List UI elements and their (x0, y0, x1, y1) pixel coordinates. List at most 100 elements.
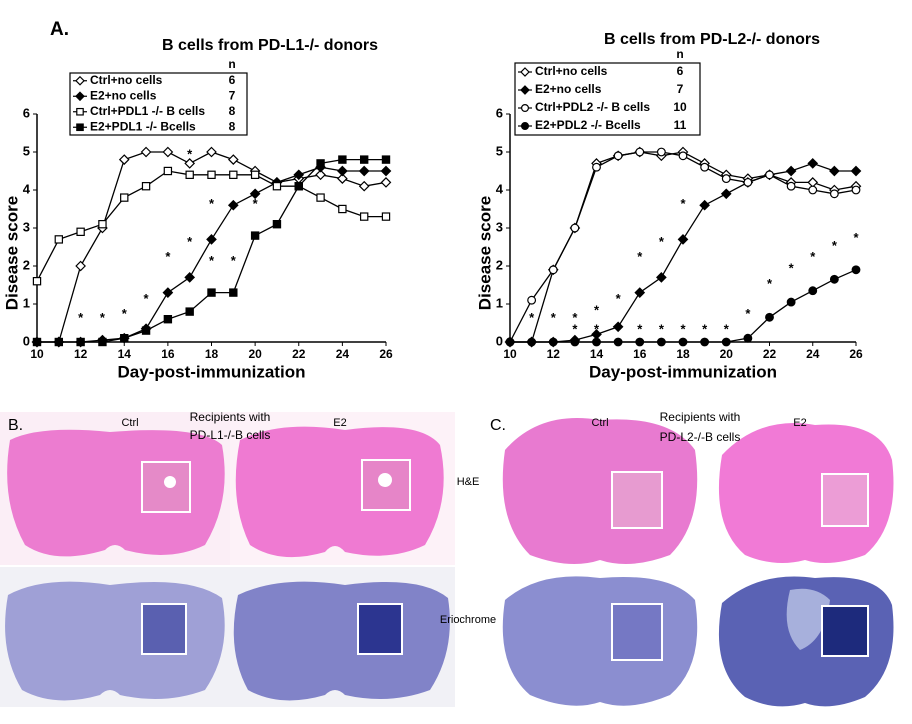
erio-e2-matter (786, 588, 830, 650)
marker (592, 162, 601, 172)
annotation: * (853, 230, 859, 245)
marker (721, 174, 731, 184)
marker (785, 165, 797, 177)
marker (249, 188, 261, 200)
x-axis-label: Day-post-immunization (589, 362, 777, 381)
marker (807, 158, 819, 169)
marker (850, 165, 862, 177)
marker (765, 312, 774, 322)
marker (250, 170, 260, 179)
marker (76, 227, 85, 236)
marker (656, 337, 666, 347)
marker (520, 85, 530, 95)
legend-label: E2+PDL1 -/- Bcells (90, 119, 196, 133)
marker (635, 337, 645, 347)
marker (520, 121, 529, 130)
marker (829, 274, 839, 284)
marker (338, 204, 347, 214)
marker (829, 165, 840, 177)
x-tick-label: 14 (118, 347, 132, 361)
marker (338, 155, 347, 164)
annotation: * (659, 321, 665, 336)
annotation: * (637, 321, 643, 336)
marker (293, 169, 305, 181)
marker (140, 146, 152, 158)
subheading: PD-L2-/-B cells (660, 430, 741, 444)
marker (678, 151, 688, 161)
x-tick-label: 14 (590, 347, 604, 361)
y-tick-label: 2 (496, 257, 503, 272)
y-axis-label: Disease score (2, 196, 21, 310)
annotation: * (767, 276, 773, 291)
marker (358, 180, 370, 192)
x-tick-label: 22 (292, 347, 306, 361)
panel-label: A. (50, 19, 69, 40)
marker (548, 337, 558, 347)
inset (141, 603, 187, 655)
x-tick-label: 18 (676, 347, 690, 361)
marker (185, 170, 194, 179)
marker (548, 265, 558, 275)
column-label: Ctrl (591, 417, 608, 429)
marker (720, 188, 732, 200)
y-tick-label: 1 (23, 295, 30, 310)
y-tick-label: 3 (496, 219, 503, 234)
annotation: * (122, 306, 128, 321)
annotation: * (594, 302, 600, 317)
marker (678, 337, 688, 347)
he-ctrl-tissue (7, 429, 225, 557)
erio-ctrl-tissue (502, 576, 698, 706)
annotation: * (680, 321, 686, 336)
y-tick-label: 2 (23, 257, 30, 272)
x-tick-label: 16 (633, 347, 647, 361)
x-tick-label: 24 (806, 347, 820, 361)
annotation: * (616, 291, 622, 306)
legend-n: 6 (229, 73, 236, 87)
marker (272, 220, 282, 229)
y-tick-label: 5 (23, 143, 30, 158)
y-tick-label: 6 (496, 105, 503, 120)
annotation: * (810, 249, 816, 264)
marker (76, 107, 84, 116)
legend-label: Ctrl+no cells (90, 73, 163, 87)
marker (141, 182, 151, 191)
x-tick-label: 10 (503, 347, 517, 361)
marker (358, 165, 370, 177)
legend-n: 8 (229, 119, 236, 133)
marker (570, 337, 580, 347)
histology-b (0, 412, 455, 707)
legend-n: 7 (677, 82, 684, 96)
legend-header: n (228, 57, 235, 71)
marker (700, 162, 710, 172)
marker (163, 315, 173, 324)
marker (337, 165, 348, 177)
x-tick-label: 12 (547, 347, 561, 361)
marker (656, 272, 667, 283)
legend-box (69, 72, 248, 136)
y-tick-label: 4 (23, 181, 31, 196)
marker (76, 123, 84, 132)
marker (75, 91, 85, 102)
legend-n: 6 (677, 64, 684, 78)
marker (808, 185, 818, 195)
panel-label: B. (8, 417, 23, 434)
x-tick-label: 20 (720, 347, 734, 361)
legend-header: n (676, 47, 683, 61)
annotation: * (187, 147, 193, 162)
chart-title: B cells from PD-L1-/- donors (162, 37, 378, 54)
row-label: Eriochrome (440, 614, 496, 626)
marker (120, 334, 129, 343)
annotation: * (144, 291, 150, 306)
legend-label: E2+no cells (90, 88, 157, 102)
inset (611, 603, 663, 661)
annotation: * (680, 196, 686, 211)
he-e2-tissue (235, 426, 444, 558)
marker (743, 333, 753, 343)
inset-detail (164, 476, 176, 488)
annotation: * (187, 234, 193, 249)
marker (677, 234, 689, 245)
marker (829, 189, 839, 199)
series-line (509, 151, 857, 343)
marker (98, 337, 107, 347)
annotation: * (165, 287, 171, 302)
